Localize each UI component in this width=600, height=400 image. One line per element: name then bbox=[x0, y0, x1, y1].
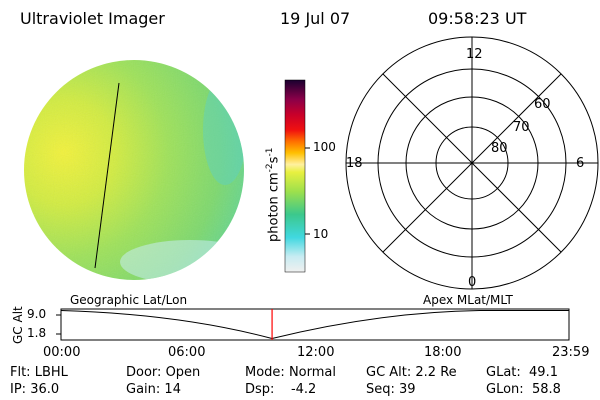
timeline-y-label: GC Alt bbox=[11, 306, 25, 344]
geographic-caption: Geographic Lat/Lon bbox=[70, 293, 188, 307]
footer-gc-alt: GC Alt: 2.2 Re bbox=[366, 365, 457, 380]
color-scale-bar bbox=[284, 79, 310, 273]
orbit-altitude-plot bbox=[56, 308, 570, 341]
footer-door: Door: Open bbox=[126, 365, 201, 380]
mlt-label-midnight: 0 bbox=[468, 275, 477, 290]
lat-label-60: 60 bbox=[534, 97, 551, 112]
mlt-label-dusk: 18 bbox=[346, 156, 363, 171]
x-tick-1800: 18:00 bbox=[424, 345, 462, 360]
mlt-label-noon: 12 bbox=[466, 47, 483, 62]
x-tick-1200: 12:00 bbox=[297, 345, 335, 360]
time-label: 09:58:23 UT bbox=[428, 9, 527, 28]
footer-glat: GLat: 49.1 bbox=[486, 365, 558, 380]
footer-dsp: Dsp: -4.2 bbox=[245, 382, 317, 397]
footer-ip: IP: 36.0 bbox=[10, 382, 60, 397]
x-tick-0000: 00:00 bbox=[43, 345, 81, 360]
colorbar-tick-100: 100 bbox=[313, 140, 336, 154]
footer-mode: Mode: Normal bbox=[245, 365, 336, 380]
mlt-label-dawn: 6 bbox=[576, 156, 585, 171]
terminator-line bbox=[94, 82, 120, 269]
x-tick-0600: 06:00 bbox=[168, 345, 206, 360]
timeline-y-tick-top: 9.0 bbox=[27, 307, 47, 321]
footer-glon: GLon: 58.8 bbox=[486, 382, 561, 397]
x-tick-2359: 23:59 bbox=[552, 345, 590, 360]
colorbar-tick-10: 10 bbox=[313, 227, 329, 241]
apex-caption: Apex MLat/MLT bbox=[423, 293, 513, 307]
colorbar-unit-label: photon cm-2s-1 bbox=[265, 147, 282, 242]
lat-label-70: 70 bbox=[513, 120, 530, 135]
footer-seq: Seq: 39 bbox=[366, 382, 416, 397]
app-title: Ultraviolet Imager bbox=[20, 9, 165, 28]
date-label: 19 Jul 07 bbox=[280, 9, 351, 28]
auroral-image bbox=[24, 60, 244, 280]
footer-flt: Flt: LBHL bbox=[10, 365, 68, 380]
lat-label-80: 80 bbox=[491, 141, 508, 156]
timeline-y-tick-bottom: 1.8 bbox=[27, 326, 47, 340]
footer-gain: Gain: 14 bbox=[126, 382, 181, 397]
polar-grid bbox=[345, 36, 599, 290]
